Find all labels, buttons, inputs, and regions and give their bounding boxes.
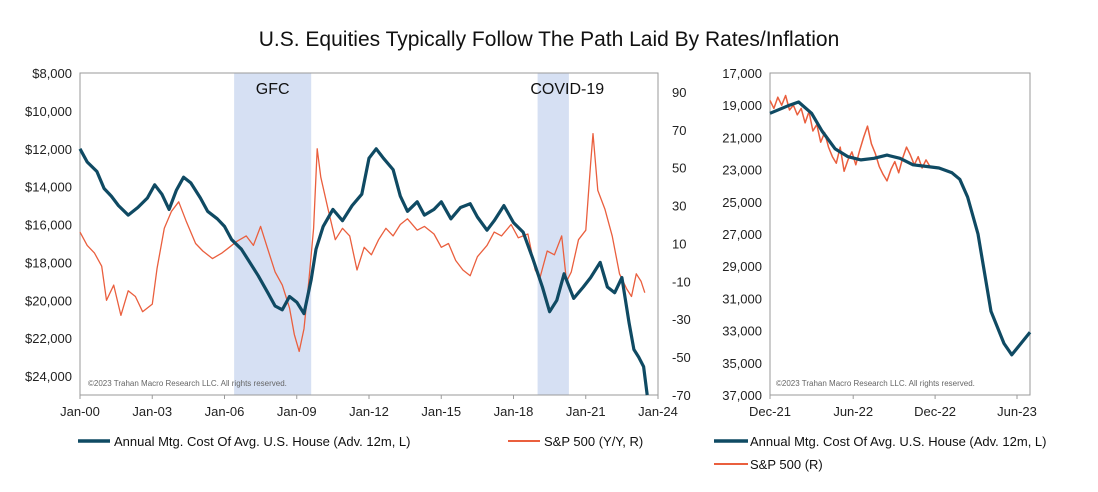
x-axis-tick: Jan-00 xyxy=(60,404,100,419)
x-axis-tick: Jan-12 xyxy=(349,404,389,419)
left-legend: Annual Mtg. Cost Of Avg. U.S. House (Adv… xyxy=(78,434,643,449)
left-axis-tick: $22,000 xyxy=(25,331,72,346)
left-axis-tick: $16,000 xyxy=(25,218,72,233)
sp500-yoy-line xyxy=(79,132,646,353)
right-axis-tick: 10 xyxy=(672,236,686,251)
left-axis-tick: $12,000 xyxy=(25,142,72,157)
legend-label-mortgage-cost: Annual Mtg. Cost Of Avg. U.S. House (Adv… xyxy=(750,434,1046,449)
right-chart-x-tick: Jun-22 xyxy=(833,404,873,419)
right-chart-x-axis: Dec-21 Jun-22 Dec-22 Jun-23 xyxy=(749,395,1037,419)
left-axis-tick: $10,000 xyxy=(25,104,72,119)
x-axis-tick: Jan-18 xyxy=(494,404,534,419)
left-axis-tick: $18,000 xyxy=(25,255,72,270)
right-chart-x-tick: Dec-21 xyxy=(749,404,791,419)
right-chart-x-tick: Dec-22 xyxy=(914,404,956,419)
shaded-period-0 xyxy=(234,73,312,395)
right-axis-tick: 30 xyxy=(672,199,686,214)
right-axis-tick: 70 xyxy=(672,123,686,138)
right-axis-tick: -10 xyxy=(672,274,691,289)
left-chart-series xyxy=(78,132,649,396)
x-axis-tick: Jan-21 xyxy=(566,404,606,419)
left-chart: GFC COVID-19 $8,000$10,000$12,000$14,000$… xyxy=(25,66,691,449)
x-axis-tick: Jan-03 xyxy=(132,404,172,419)
right-axis-tick: -30 xyxy=(672,312,691,327)
shaded-period-1 xyxy=(537,73,569,395)
right-chart-axis-tick: 29,000 xyxy=(722,259,762,274)
legend-label-sp500: S&P 500 (R) xyxy=(750,457,823,472)
left-chart-left-axis: $8,000 $10,000 $12,000 $14,000 $16,000 $18,00… xyxy=(25,66,72,384)
right-chart-axis-tick: 37,000 xyxy=(722,388,762,403)
left-axis-tick: $24,000 xyxy=(25,369,72,384)
right-chart-series xyxy=(769,94,1032,357)
right-mortgage-cost-line xyxy=(769,100,1032,357)
right-axis-tick: -70 xyxy=(672,388,691,403)
right-legend: Annual Mtg. Cost Of Avg. U.S. House (Adv… xyxy=(714,434,1046,472)
right-chart: 17,000 19,000 21,000 23,000 25,000 27,000 29,0… xyxy=(714,66,1046,472)
legend-label-mortgage-cost: Annual Mtg. Cost Of Avg. U.S. House (Adv… xyxy=(114,434,410,449)
left-plot-frame xyxy=(79,72,659,396)
right-sp500-line xyxy=(769,94,931,182)
right-chart-axis-tick: 25,000 xyxy=(722,195,762,210)
right-chart-axis-tick: 35,000 xyxy=(722,356,762,371)
left-axis-tick: $14,000 xyxy=(25,180,72,195)
right-axis-tick: 90 xyxy=(672,85,686,100)
left-axis-tick: $8,000 xyxy=(32,66,72,81)
right-chart-axis-tick: 17,000 xyxy=(722,66,762,81)
right-chart-axis-tick: 33,000 xyxy=(722,324,762,339)
right-chart-axis-tick: 23,000 xyxy=(722,163,762,178)
x-axis-tick: Jan-15 xyxy=(421,404,461,419)
left-chart-right-axis: 90 70 50 30 10 -10 -30 -50 -70 xyxy=(672,85,691,403)
left-chart-x-axis: Jan-00 Jan-03 Jan-06 Jan-09 Jan-12 Jan-15 Jan-… xyxy=(60,395,678,419)
right-watermark: ©2023 Trahan Macro Research LLC. All rig… xyxy=(776,379,975,388)
right-chart-left-axis: 17,000 19,000 21,000 23,000 25,000 27,000 29,0… xyxy=(722,66,762,403)
right-chart-axis-tick: 19,000 xyxy=(722,98,762,113)
left-shaded-periods xyxy=(234,73,569,395)
right-chart-axis-tick: 27,000 xyxy=(722,227,762,242)
x-axis-tick: Jan-09 xyxy=(277,404,317,419)
right-chart-x-tick: Jun-23 xyxy=(997,404,1037,419)
legend-label-sp500: S&P 500 (Y/Y, R) xyxy=(544,434,643,449)
right-chart-axis-tick: 21,000 xyxy=(722,130,762,145)
left-shade-labels: GFC COVID-19 xyxy=(256,81,604,98)
right-plot-frame xyxy=(769,72,1031,396)
shade-label-0: GFC xyxy=(256,81,290,98)
right-chart-axis-tick: 31,000 xyxy=(722,291,762,306)
x-axis-tick: Jan-24 xyxy=(638,404,678,419)
left-axis-tick: $20,000 xyxy=(25,293,72,308)
x-axis-tick: Jan-06 xyxy=(205,404,245,419)
right-axis-tick: 50 xyxy=(672,161,686,176)
left-watermark: ©2023 Trahan Macro Research LLC. All rig… xyxy=(88,379,287,388)
right-axis-tick: -50 xyxy=(672,350,691,365)
shade-label-1: COVID-19 xyxy=(530,81,604,98)
page-title: U.S. Equities Typically Follow The Path … xyxy=(259,28,840,51)
mortgage-cost-line xyxy=(78,147,649,396)
